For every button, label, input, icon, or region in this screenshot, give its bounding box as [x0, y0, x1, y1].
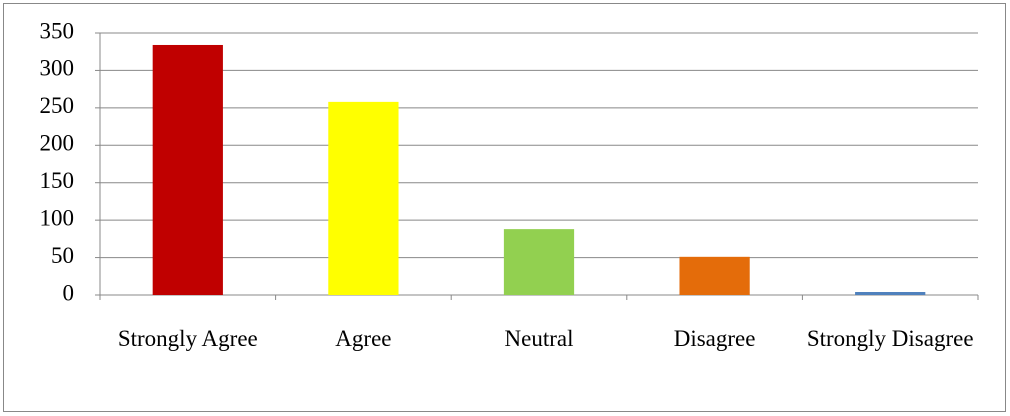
y-tick-label: 350: [40, 18, 75, 43]
y-tick-label: 150: [40, 168, 75, 193]
y-tick-label: 50: [51, 243, 74, 268]
bar: [152, 44, 223, 295]
bar: [503, 229, 575, 295]
x-tick-label: Agree: [335, 326, 392, 351]
bar: [855, 292, 926, 295]
y-tick-label: 250: [40, 93, 75, 118]
x-tick-label: Disagree: [673, 326, 756, 351]
y-tick-label: 0: [63, 280, 75, 305]
bar: [328, 101, 399, 296]
x-tick-label: Strongly Disagree: [806, 326, 974, 351]
x-tick-label: Neutral: [504, 326, 574, 351]
y-tick-label: 200: [40, 131, 75, 156]
y-tick-label: 300: [40, 56, 75, 81]
y-tick-label: 100: [40, 205, 75, 230]
x-tick-label: Strongly Agree: [117, 326, 258, 351]
bar: [679, 256, 750, 295]
